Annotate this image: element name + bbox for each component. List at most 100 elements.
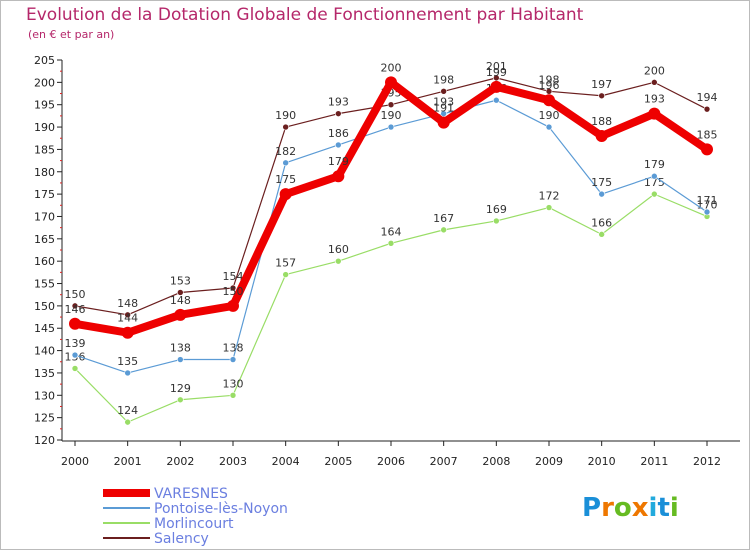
- logo-letter: r: [601, 493, 614, 523]
- data-label: 175: [591, 176, 612, 189]
- x-tick-label: 2000: [61, 455, 89, 468]
- logo-letter: P: [582, 493, 601, 523]
- data-label: 201: [486, 60, 507, 73]
- data-label: 138: [170, 342, 191, 355]
- data-label: 129: [170, 382, 191, 395]
- data-point: [703, 208, 711, 216]
- series-pontoise-les-noyon: 139 135 138 138 182 186 190 193 196 190 175 179 171: [65, 82, 718, 377]
- data-label: 190: [381, 109, 402, 122]
- data-label: 193: [644, 93, 665, 106]
- data-point: [124, 418, 131, 426]
- series-morlincourt: 136124129130157160164167169172166175170: [65, 176, 718, 426]
- data-point: [229, 284, 237, 292]
- data-label: 135: [117, 355, 138, 368]
- data-point: [440, 226, 447, 234]
- data-label: 148: [117, 297, 138, 310]
- x-tick-label: 2011: [640, 455, 668, 468]
- data-label: 130: [223, 377, 244, 390]
- data-point: [598, 92, 605, 100]
- axes: 120 125 130 135 140 145 150 155 160 165 170 175 180 1…: [34, 54, 740, 468]
- data-label: 182: [275, 145, 296, 158]
- y-tick-label: 150: [34, 300, 55, 313]
- data-label: 148: [170, 294, 191, 307]
- data-label: 172: [539, 190, 560, 203]
- data-point: [543, 94, 555, 107]
- data-label: 150: [65, 288, 86, 301]
- x-tick-label: 2009: [535, 455, 563, 468]
- y-tick-label: 200: [34, 76, 55, 89]
- data-point: [545, 204, 553, 211]
- legend-label: Morlincourt: [154, 516, 234, 532]
- data-point: [490, 80, 503, 93]
- x-tick-label: 2003: [219, 455, 247, 468]
- data-label: 138: [223, 342, 244, 355]
- y-tick-label: 170: [34, 210, 55, 223]
- data-point: [335, 110, 342, 117]
- data-point: [229, 391, 237, 399]
- data-point: [124, 311, 131, 319]
- data-label: 179: [328, 155, 349, 168]
- data-label: 154: [223, 270, 244, 283]
- data-label: 200: [644, 64, 665, 77]
- data-point: [651, 172, 658, 180]
- y-tick-label: 130: [34, 389, 55, 402]
- data-label: 188: [591, 115, 612, 128]
- data-point: [493, 217, 500, 225]
- y-tick-label: 125: [34, 412, 55, 425]
- y-tick-label: 190: [34, 121, 55, 134]
- data-point: [701, 143, 713, 156]
- x-tick-label: 2010: [588, 455, 616, 468]
- logo-letter: i: [670, 493, 679, 523]
- data-label: 166: [591, 216, 612, 229]
- data-point: [121, 326, 134, 339]
- x-tick-label: 2007: [430, 455, 458, 468]
- series-varesnes: 146 144 148 150 175 179 200 191 199 196 188 193 185: [65, 61, 718, 339]
- data-point: [174, 308, 187, 321]
- y-tick-label: 140: [34, 345, 55, 358]
- x-tick-label: 2006: [377, 455, 405, 468]
- data-label: 186: [328, 127, 349, 140]
- x-tick-label: 2002: [166, 455, 194, 468]
- y-tick-label: 120: [34, 434, 55, 447]
- data-point: [387, 239, 395, 247]
- y-tick-label: 165: [34, 233, 55, 246]
- data-label: 124: [117, 404, 138, 417]
- data-point: [177, 289, 184, 296]
- x-tick-label: 2012: [693, 455, 721, 468]
- data-point: [703, 105, 711, 113]
- data-label: 171: [697, 194, 718, 207]
- logo-letter: i: [649, 493, 658, 523]
- data-point: [229, 356, 237, 363]
- logo-letter: x: [632, 493, 649, 523]
- y-tick-label: 135: [34, 367, 55, 380]
- data-label: 164: [381, 225, 402, 238]
- data-label: 191: [433, 102, 454, 115]
- data-point: [651, 79, 658, 86]
- data-point: [71, 365, 79, 372]
- data-label: 198: [433, 73, 454, 86]
- logo-letter: o: [614, 493, 632, 523]
- chart-subtitle: (en € et par an): [28, 28, 114, 41]
- chart-title: Evolution de la Dotation Globale de Fonc…: [26, 5, 584, 25]
- data-point: [440, 87, 447, 95]
- data-label: 198: [539, 73, 560, 86]
- data-point: [385, 76, 397, 89]
- y-tick-label: 175: [34, 188, 55, 201]
- data-point: [335, 257, 342, 265]
- data-point: [648, 107, 661, 120]
- data-label: 190: [539, 109, 560, 122]
- data-point: [545, 123, 553, 131]
- legend: VARESNESPontoise-lès-NoyonMorlincourtSal…: [103, 486, 288, 547]
- data-label: 150: [223, 285, 244, 298]
- y-tick-label: 160: [34, 255, 55, 268]
- data-label: 144: [117, 312, 138, 325]
- data-point: [598, 231, 605, 238]
- data-point: [71, 351, 79, 359]
- data-label: 185: [697, 128, 718, 141]
- data-point: [282, 123, 289, 131]
- logo-letter: t: [657, 493, 669, 523]
- data-label: 194: [697, 91, 718, 104]
